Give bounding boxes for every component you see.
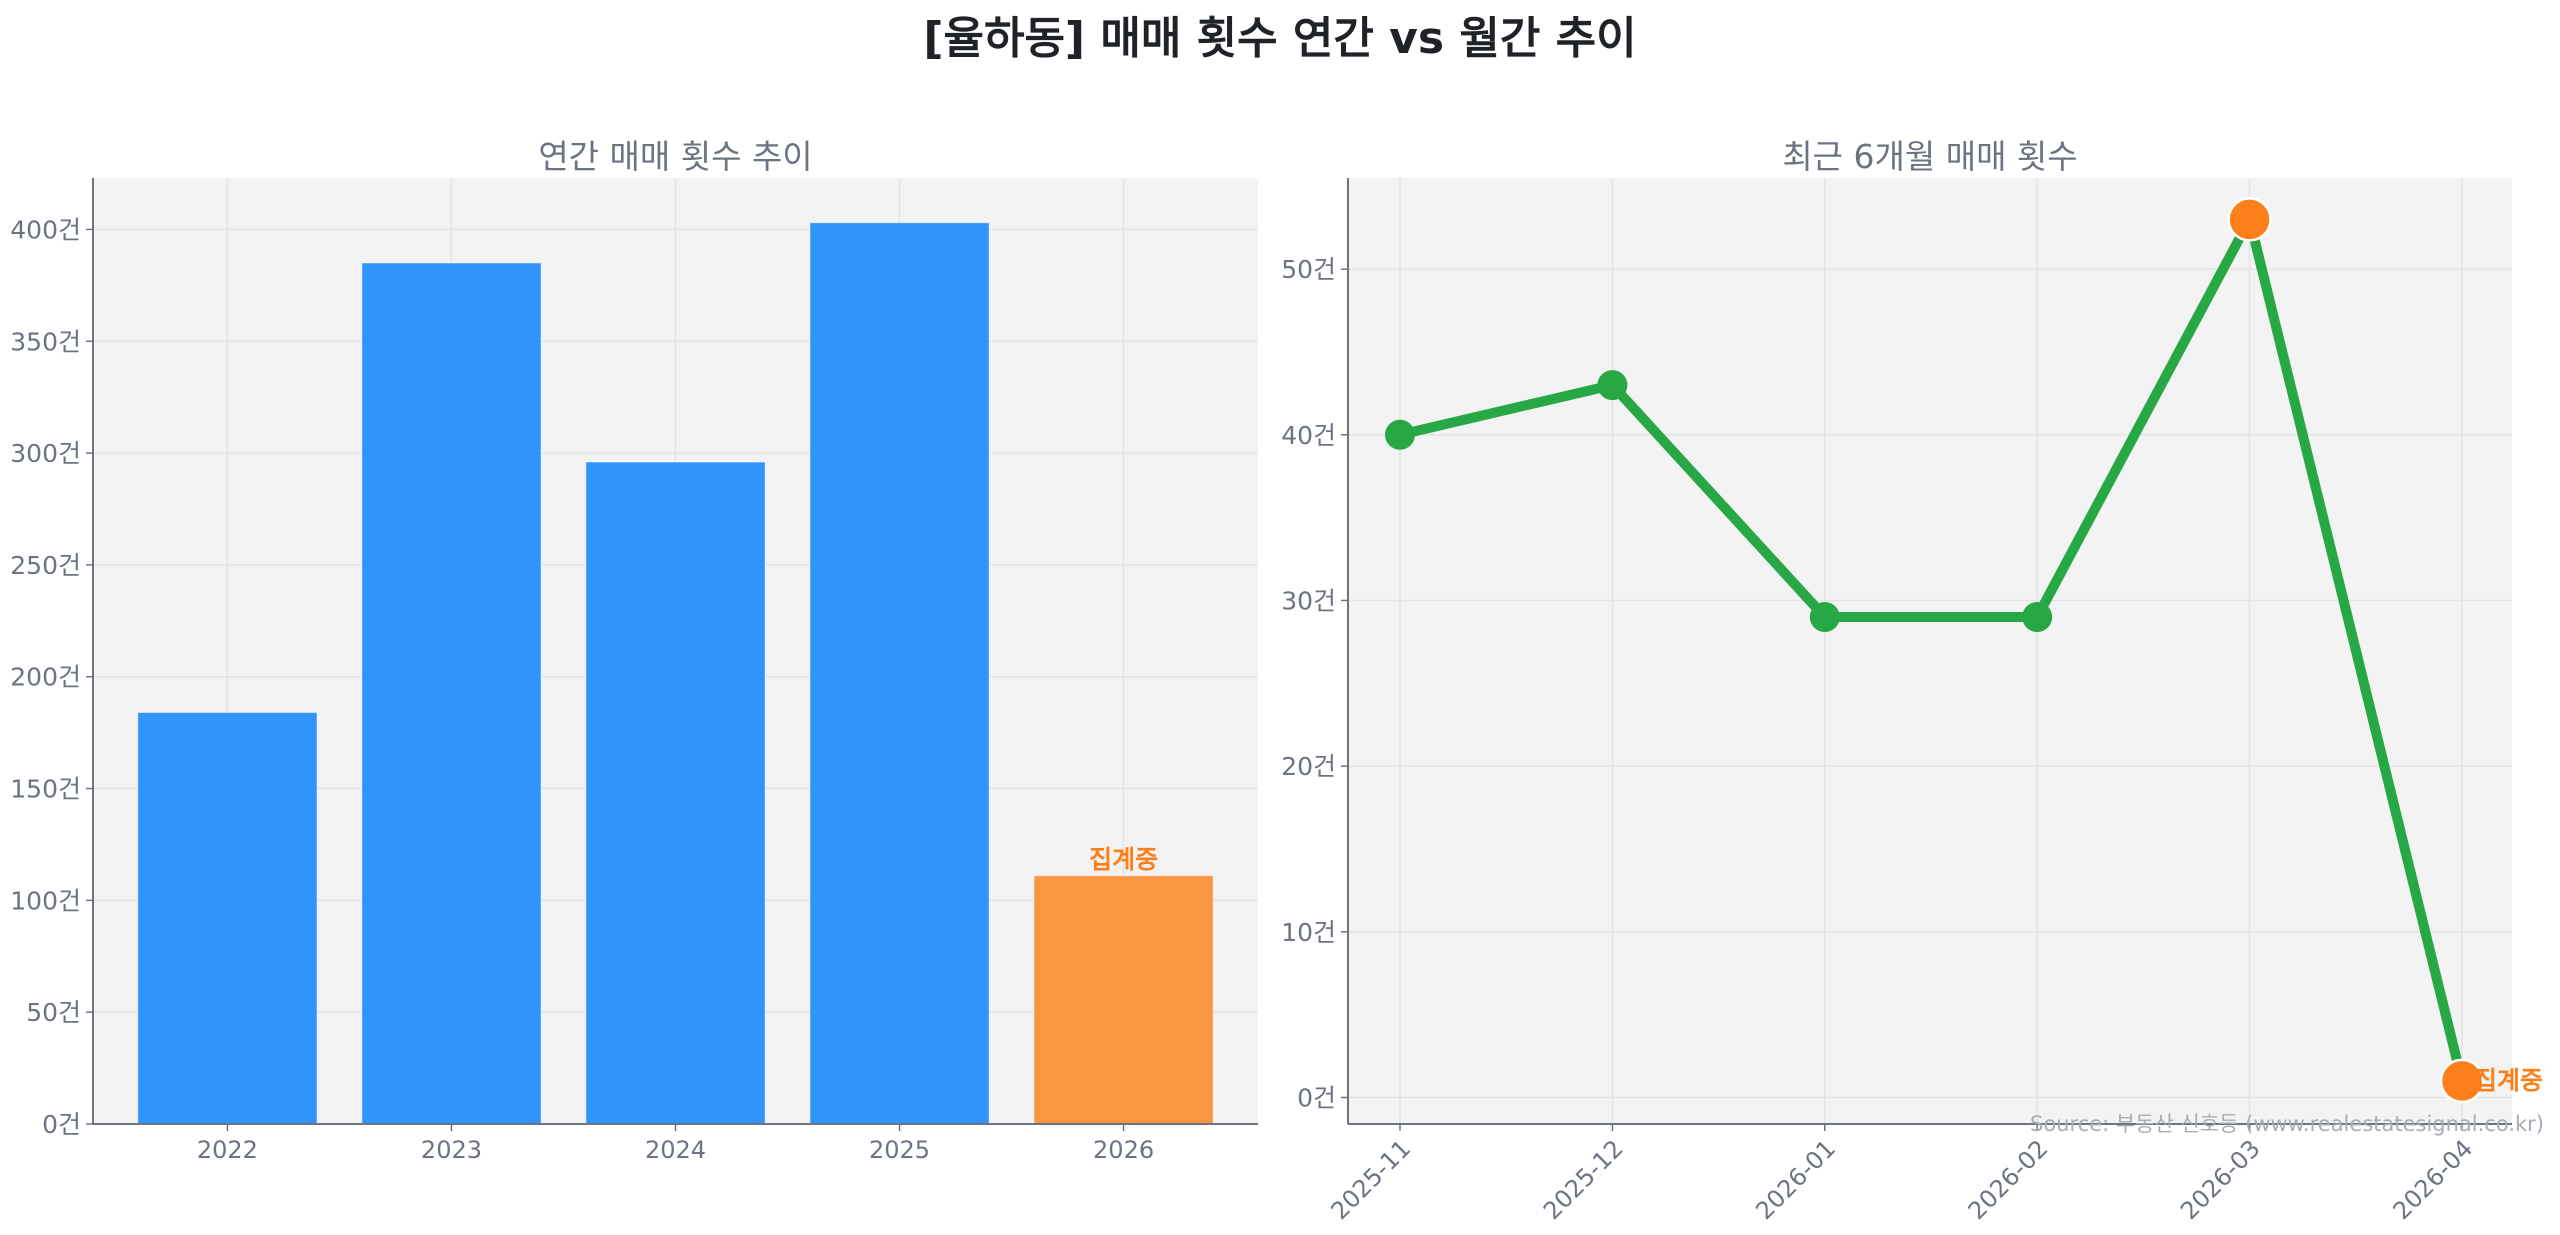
bar-2025	[809, 222, 990, 1125]
monthly-chart-title: 최근 6개월 매매 횟수	[1782, 137, 2078, 176]
x-tick-label: 2026	[1093, 1136, 1154, 1164]
highlight-point-2026-03	[2227, 197, 2272, 242]
highlight-point-2026-04	[2439, 1058, 2485, 1104]
y-tick-label: 200건	[10, 663, 81, 692]
data-point-2026-01	[1809, 602, 1840, 633]
plot-area	[1348, 178, 2512, 1124]
partial-data-annotation: 집계중	[2474, 1066, 2543, 1095]
data-point-2026-02	[2022, 602, 2053, 633]
x-tick-label: 2024	[645, 1136, 706, 1164]
y-tick-label: 350건	[10, 327, 81, 356]
data-point-2025-12	[1597, 370, 1628, 401]
y-tick-label: 20건	[1281, 752, 1336, 781]
x-tick-label: 2025	[869, 1136, 930, 1164]
x-tick-label: 2023	[421, 1136, 482, 1164]
x-tick-label: 2026-01	[1750, 1134, 1841, 1225]
x-tick-label: 2026-02	[1963, 1134, 2054, 1225]
y-tick-label: 40건	[1281, 421, 1336, 450]
y-tick-label: 0건	[42, 1110, 81, 1139]
y-tick-label: 50건	[1281, 255, 1336, 284]
y-tick-label: 30건	[1281, 586, 1336, 615]
x-tick-label: 2026-04	[2388, 1134, 2479, 1225]
x-tick-label: 2022	[197, 1136, 258, 1164]
x-tick-label: 2026-03	[2175, 1134, 2266, 1225]
trend-line	[1398, 214, 2467, 1083]
partial-data-annotation: 집계중	[1089, 845, 1158, 874]
annual-chart-title: 연간 매매 횟수 추이	[538, 137, 813, 176]
y-tick-label: 400건	[10, 215, 81, 244]
y-tick-label: 250건	[10, 551, 81, 580]
y-tick-label: 100건	[10, 886, 81, 915]
x-tick-label: 2025-12	[1538, 1134, 1629, 1225]
x-tick-label: 2025-11	[1326, 1134, 1417, 1225]
bar-2026	[1033, 875, 1214, 1125]
y-tick-label: 0건	[1297, 1083, 1336, 1112]
y-tick-label: 300건	[10, 439, 81, 468]
y-tick-label: 10건	[1281, 918, 1336, 947]
data-point-2025-11	[1385, 419, 1415, 450]
y-tick-label: 50건	[26, 998, 81, 1027]
annual-bar-chart: 집계중 0건 50건 100건 150건 200건 250건 300건 350건 400건 2022…	[10, 178, 1258, 1164]
y-tick-label: 150건	[10, 775, 81, 804]
monthly-line-chart: 집계중 0건 10건 20건 30건 40건 50건 2025-11 2025-12 2026-0…	[1281, 178, 2543, 1225]
bar-2022	[137, 712, 318, 1125]
bar-2024	[585, 461, 766, 1125]
bar-2023	[361, 262, 542, 1125]
figure-title: [율하동] 매매 횟수 연간 vs 월간 추이	[923, 13, 1637, 64]
source-caption: Source: 부동산 신호등 (www.realestatesignal.co…	[2029, 1112, 2544, 1136]
